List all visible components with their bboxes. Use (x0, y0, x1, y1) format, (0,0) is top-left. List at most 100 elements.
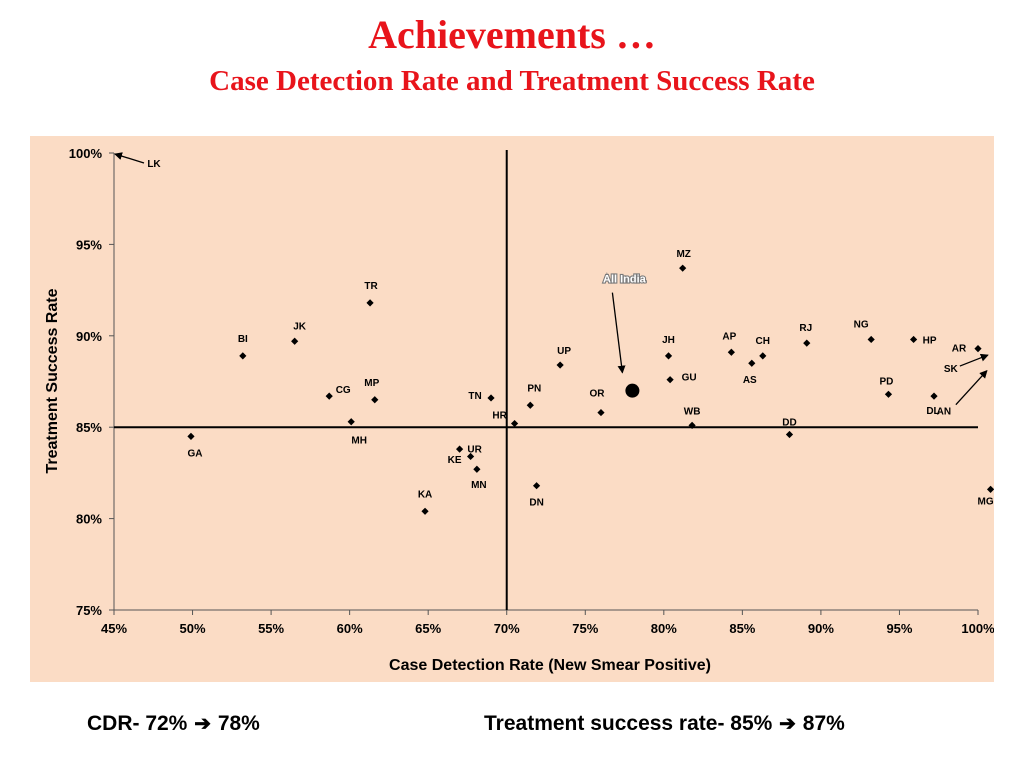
state-marker (347, 418, 355, 426)
point-label: TR (364, 281, 378, 292)
y-tick-label: 85% (76, 420, 102, 435)
state-marker (291, 337, 299, 345)
point-label: GA (187, 448, 202, 459)
point-label: RJ (799, 323, 812, 334)
y-tick-label: 100% (69, 146, 103, 161)
state-marker (456, 445, 464, 453)
state-marker (986, 485, 994, 493)
point-label: DD (782, 418, 796, 429)
state-marker (371, 396, 379, 404)
point-label: MH (351, 436, 367, 447)
all-india-marker (625, 383, 640, 398)
state-marker (666, 376, 674, 384)
state-marker (867, 335, 875, 344)
x-tick-label: 85% (729, 621, 755, 636)
annotation-arrows (114, 152, 989, 406)
point-label: KE (448, 455, 462, 466)
point-label: BI (238, 334, 248, 345)
state-marker (974, 344, 982, 353)
state-marker (187, 432, 195, 440)
state-marker (487, 394, 495, 402)
y-tick-label: 80% (76, 512, 102, 527)
sk-arrow (959, 353, 989, 367)
x-tick-label: 45% (101, 621, 127, 636)
x-tick-label: 60% (337, 621, 363, 636)
point-label: KA (418, 489, 432, 500)
point-label: AR (952, 344, 967, 355)
state-marker (759, 352, 767, 360)
x-axis-title: Case Detection Rate (New Smear Positive) (389, 657, 711, 674)
point-label: JH (662, 335, 675, 346)
point-label: NG (854, 319, 869, 330)
point-labels: LK GA BI JK CG MH TR MP KA KE UR MN TN HR PN DN UP OR All … (147, 159, 994, 509)
point-label: AS (743, 375, 757, 386)
point-label: MZ (676, 249, 690, 260)
point-label: TN (468, 391, 481, 402)
right-arrow-icon: ➔ (194, 713, 211, 735)
state-marker (688, 421, 696, 429)
x-tick-label: 80% (651, 621, 677, 636)
point-label: UR (467, 444, 482, 455)
point-label: PD (880, 376, 894, 387)
scatter-chart-panel: 45% 50% 55% 60% 65% 70% 75% 80% 85% 90% 95% 100% 75%… (30, 136, 994, 682)
slide-subtitle: Case Detection Rate and Treatment Succes… (209, 65, 815, 97)
point-label: SK (944, 364, 959, 375)
x-tick-label: 90% (808, 621, 834, 636)
state-marker (748, 359, 756, 367)
treatment-success-summary-label: Treatment success rate- 85% (484, 712, 773, 735)
all-india-label: All India (603, 274, 647, 286)
point-label: PN (527, 383, 541, 394)
point-label: CH (756, 336, 770, 347)
state-marker (532, 482, 541, 490)
state-marker (325, 392, 333, 400)
all-india-arrow (611, 292, 626, 374)
point-label: MN (471, 480, 487, 491)
lk-arrow (114, 152, 145, 164)
point-label: WB (684, 406, 701, 417)
y-tick-label: 90% (76, 329, 102, 344)
state-marker (556, 361, 564, 369)
slide-title: Achievements … (368, 12, 656, 57)
state-marker (664, 352, 673, 360)
state-marker (473, 465, 481, 473)
state-marker (727, 348, 735, 356)
state-marker (785, 430, 794, 439)
state-marker (421, 507, 429, 515)
x-tick-label: 75% (572, 621, 598, 636)
point-label: UP (557, 346, 571, 357)
x-tick-label: 70% (494, 621, 520, 636)
point-label: DL (926, 406, 939, 417)
point-label: OR (589, 389, 605, 400)
an-arrow (955, 369, 988, 406)
treatment-success-summary: Treatment success rate- 85% ➔ 87% (484, 710, 845, 738)
cdr-summary-value: 78% (217, 712, 260, 735)
point-label: JK (293, 321, 307, 332)
point-label: AP (722, 331, 736, 342)
x-tick-label: 50% (180, 621, 206, 636)
state-marker (884, 390, 893, 398)
point-label: GU (682, 373, 697, 384)
y-tick-label: 95% (76, 237, 102, 252)
point-label: HR (492, 411, 507, 422)
point-label: DN (529, 498, 543, 509)
point-label: MP (364, 378, 379, 389)
treatment-success-summary-value: 87% (802, 712, 845, 735)
scatter-chart: 45% 50% 55% 60% 65% 70% 75% 80% 85% 90% 95% 100% 75%… (44, 146, 994, 674)
point-label: AN (937, 407, 951, 418)
state-marker (803, 339, 811, 347)
cdr-summary-label: CDR- 72% (87, 712, 188, 735)
state-marker (679, 264, 687, 272)
point-label: HP (923, 335, 937, 346)
x-tick-label: 65% (415, 621, 441, 636)
axes-layer: 45% 50% 55% 60% 65% 70% 75% 80% 85% 90% 95% 100% 75%… (69, 146, 994, 636)
x-tick-label: 95% (886, 621, 912, 636)
y-axis-title: Treatment Success Rate (44, 288, 61, 473)
state-marker (510, 419, 519, 428)
point-label: LK (147, 159, 161, 170)
state-marker (597, 408, 605, 417)
point-label: CG (336, 385, 351, 396)
state-marker (526, 401, 534, 409)
point-label: MG (978, 496, 994, 507)
state-marker (466, 452, 475, 461)
state-marker (366, 299, 374, 307)
